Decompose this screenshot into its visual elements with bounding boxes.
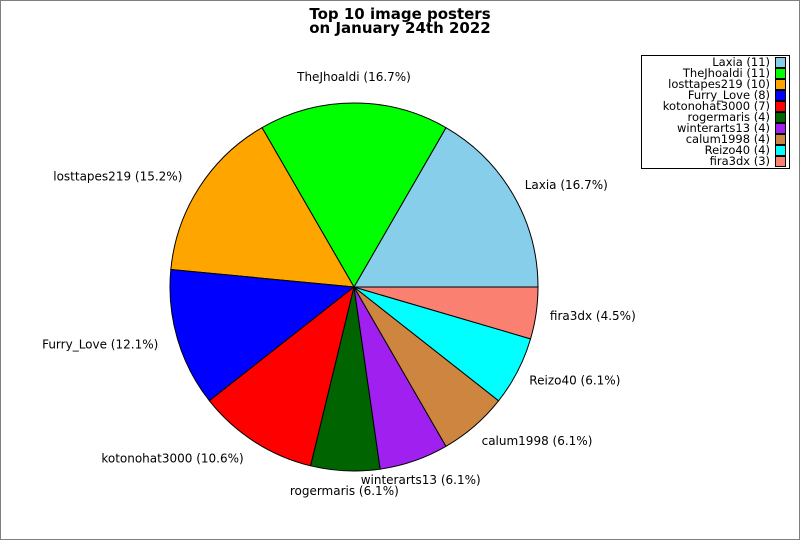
legend-label: TheJhoaldi (11) bbox=[682, 66, 770, 80]
legend-label: calum1998 (4) bbox=[685, 132, 770, 146]
legend-label: winterarts13 (4) bbox=[676, 121, 770, 135]
pie-slice-fira3dx bbox=[353, 286, 539, 340]
slice-label-winterarts13: winterarts13 (6.1%) bbox=[361, 473, 481, 487]
slice-label-TheJhoaldi: TheJhoaldi (16.7%) bbox=[296, 70, 411, 84]
slice-label-losttapes219: losttapes219 (15.2%) bbox=[53, 170, 182, 184]
legend-item-Reizo40: Reizo40 (4) bbox=[642, 143, 789, 157]
pie-slice-Furry_Love bbox=[169, 268, 356, 402]
legend-label: Reizo40 (4) bbox=[704, 143, 770, 157]
chart-title-line2: on January 24th 2022 bbox=[309, 19, 491, 37]
legend-item-fira3dx: fira3dx (3) bbox=[642, 154, 789, 168]
legend-swatch bbox=[775, 57, 786, 68]
legend-label: rogermaris (4) bbox=[687, 110, 770, 124]
legend-swatch bbox=[775, 123, 786, 134]
pie-slice-kotonohat3000 bbox=[208, 285, 355, 467]
chart-title-line1: Top 10 image posters bbox=[309, 5, 491, 23]
legend-swatch bbox=[775, 101, 786, 112]
legend-item-TheJhoaldi: TheJhoaldi (11) bbox=[642, 66, 789, 80]
slice-label-fira3dx: fira3dx (4.5%) bbox=[550, 309, 636, 323]
legend-item-Furry_Love: Furry_Love (8) bbox=[642, 88, 789, 102]
legend-item-calum1998: calum1998 (4) bbox=[642, 132, 789, 146]
legend-swatch bbox=[775, 90, 786, 101]
slice-label-Laxia: Laxia (16.7%) bbox=[525, 178, 608, 192]
legend-item-Laxia: Laxia (11) bbox=[642, 55, 789, 69]
chart-title: Top 10 image posters on January 24th 202… bbox=[1, 5, 799, 37]
slice-label-Reizo40: Reizo40 (6.1%) bbox=[529, 374, 620, 388]
legend-item-winterarts13: winterarts13 (4) bbox=[642, 121, 789, 135]
legend-label: losttapes219 (10) bbox=[668, 77, 770, 91]
legend-swatch bbox=[775, 68, 786, 79]
legend-swatch bbox=[775, 156, 786, 167]
legend-item-rogermaris: rogermaris (4) bbox=[642, 110, 789, 124]
pie-slice-Laxia bbox=[353, 126, 539, 288]
pie-slice-TheJhoaldi bbox=[261, 102, 447, 289]
legend-item-kotonohat3000: kotonohat3000 (7) bbox=[642, 99, 789, 113]
slice-label-calum1998: calum1998 (6.1%) bbox=[482, 434, 593, 448]
legend-label: kotonohat3000 (7) bbox=[662, 99, 770, 113]
legend-item-losttapes219: losttapes219 (10) bbox=[642, 77, 789, 91]
legend-swatch bbox=[775, 112, 786, 123]
legend-label: fira3dx (3) bbox=[709, 154, 770, 168]
legend-swatch bbox=[775, 145, 786, 156]
legend-swatch bbox=[775, 134, 786, 145]
pie-slice-losttapes219 bbox=[170, 126, 355, 288]
slice-label-kotonohat3000: kotonohat3000 (10.6%) bbox=[101, 452, 243, 466]
slice-label-Furry_Love: Furry_Love (12.1%) bbox=[42, 338, 158, 352]
slice-label-rogermaris: rogermaris (6.1%) bbox=[290, 484, 399, 498]
legend-label: Furry_Love (8) bbox=[687, 88, 770, 102]
legend: Laxia (11) TheJhoaldi (11) losttapes219 (1… bbox=[641, 55, 790, 169]
legend-swatch bbox=[775, 79, 786, 90]
legend-label: Laxia (11) bbox=[712, 55, 770, 69]
